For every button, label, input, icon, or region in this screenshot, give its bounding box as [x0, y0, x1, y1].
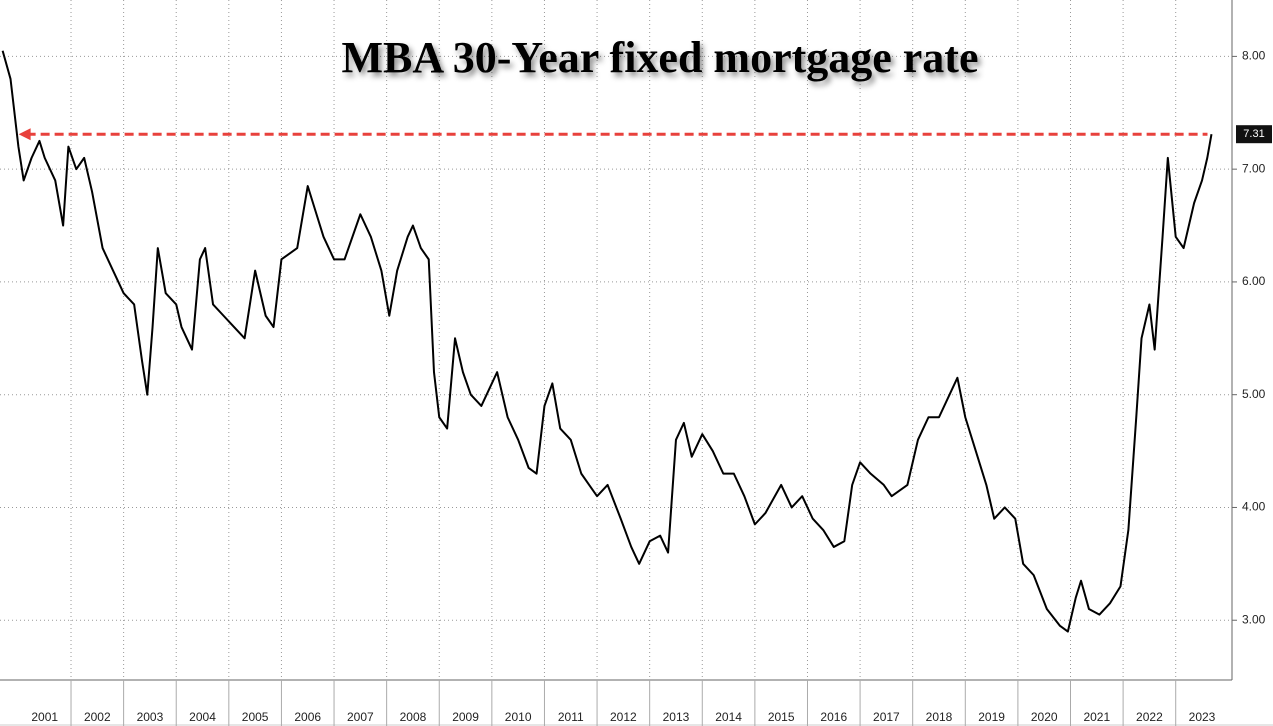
- y-tick-label: 8.00: [1242, 49, 1266, 63]
- x-tick-label: 2023: [1189, 710, 1216, 724]
- x-tick-label: 2017: [873, 710, 900, 724]
- x-tick-label: 2005: [242, 710, 269, 724]
- x-tick-label: 2022: [1136, 710, 1163, 724]
- y-tick-label: 7.00: [1242, 161, 1266, 175]
- value-label: 7.31: [1243, 128, 1264, 140]
- chart-title: MBA 30-Year fixed mortgage rate: [342, 33, 979, 82]
- x-tick-label: 2010: [505, 710, 532, 724]
- x-tick-label: 2021: [1083, 710, 1110, 724]
- x-tick-label: 2008: [400, 710, 427, 724]
- x-tick-label: 2014: [715, 710, 742, 724]
- x-tick-label: 2012: [610, 710, 637, 724]
- x-tick-label: 2001: [31, 710, 58, 724]
- y-tick-label: 3.00: [1242, 612, 1266, 626]
- x-tick-label: 2002: [84, 710, 111, 724]
- y-tick-label: 6.00: [1242, 274, 1266, 288]
- x-tick-label: 2020: [1031, 710, 1058, 724]
- x-tick-label: 2019: [978, 710, 1005, 724]
- value-box: [1236, 125, 1272, 144]
- x-tick-label: 2009: [452, 710, 479, 724]
- arrow-head: [18, 128, 31, 141]
- x-tick-label: 2004: [189, 710, 216, 724]
- line-series: [1, 50, 1213, 633]
- x-tick-label: 2007: [347, 710, 374, 724]
- y-tick-label: 5.00: [1242, 387, 1266, 401]
- x-tick-label: 2003: [137, 710, 164, 724]
- x-tick-label: 2013: [663, 710, 690, 724]
- y-tick-label: 4.00: [1242, 500, 1266, 514]
- x-tick-label: 2015: [768, 710, 795, 724]
- x-tick-label: 2018: [926, 710, 953, 724]
- x-tick-label: 2016: [820, 710, 847, 724]
- x-tick-label: 2011: [558, 710, 584, 724]
- x-tick-label: 2006: [294, 710, 321, 724]
